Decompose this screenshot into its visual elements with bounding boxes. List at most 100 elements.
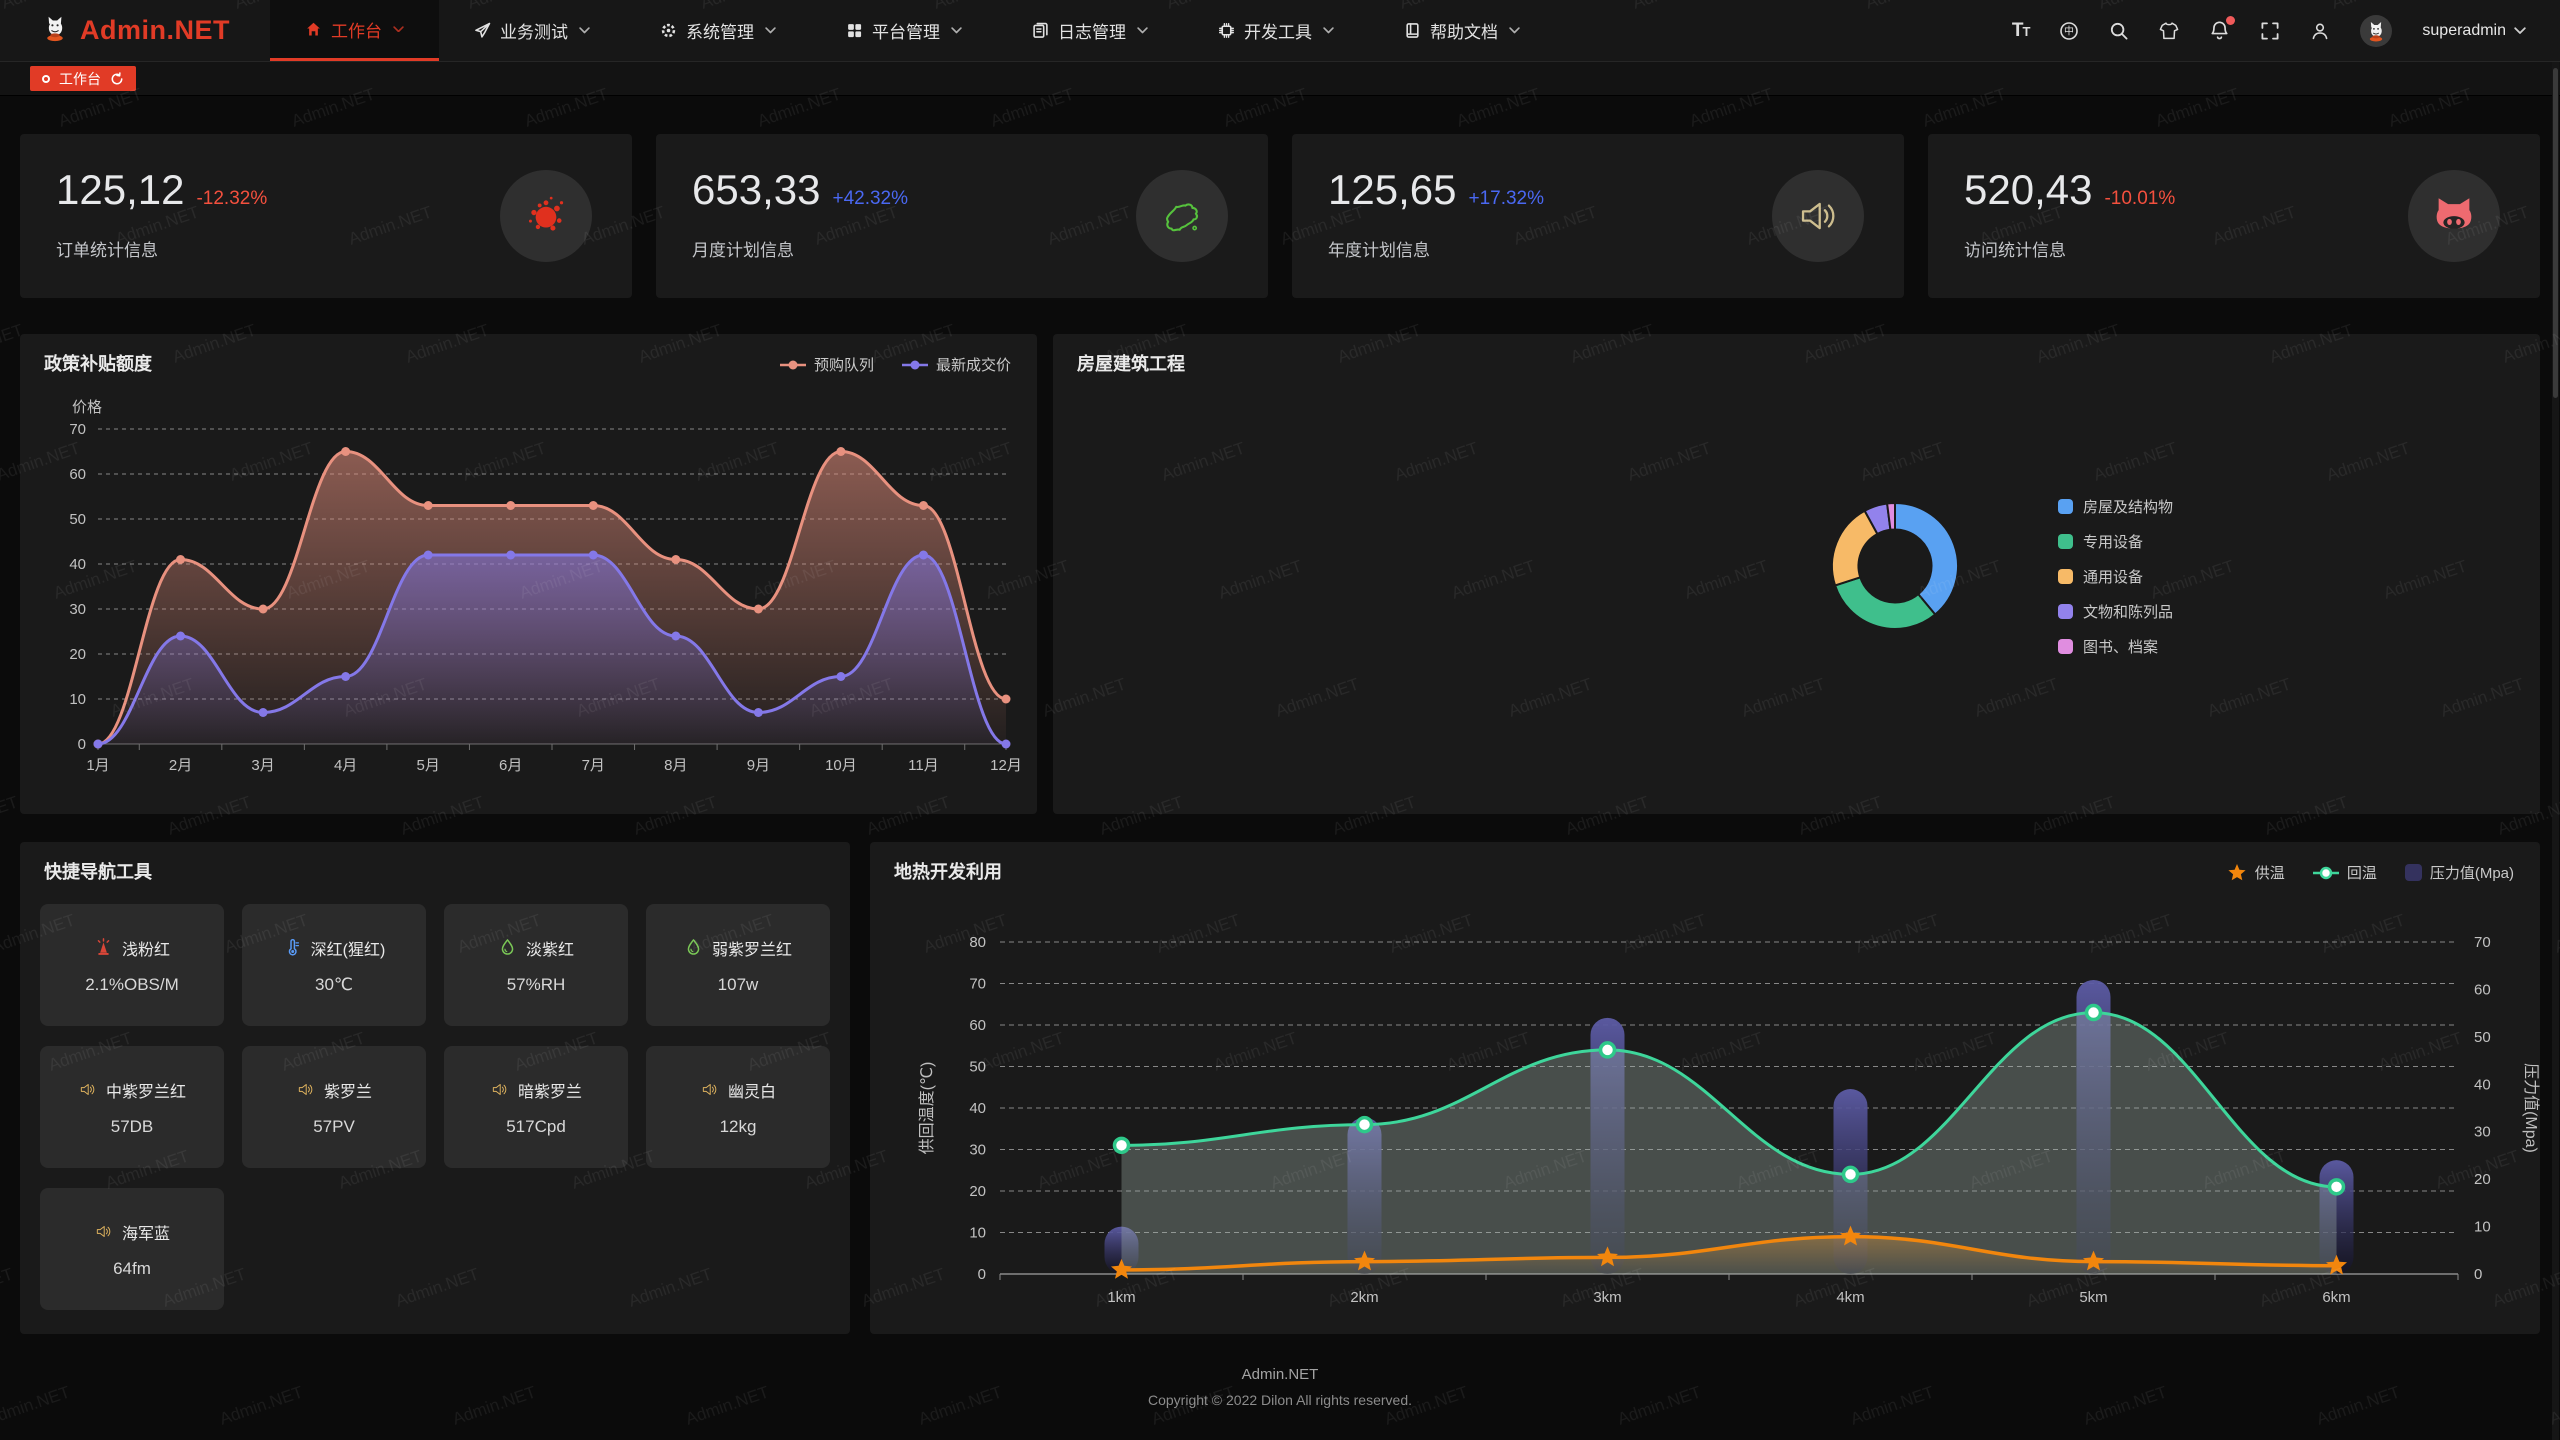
menu-item-label: 工作台 xyxy=(331,21,382,41)
policy-subsidy-chart[interactable]: 0 10 20 30 40 50 60 70 价格 1月 2月 3月 4月 5月 6月 7月 8月 9月 10月 11… xyxy=(20,334,1037,814)
legend-item-回温[interactable]: 回温 xyxy=(2312,862,2377,883)
beacon-icon xyxy=(94,938,113,957)
svg-text:60: 60 xyxy=(969,1017,986,1034)
legend-item-最新成交价[interactable]: 最新成交价 xyxy=(901,354,1011,375)
refresh-icon[interactable] xyxy=(110,71,124,86)
brand-logo[interactable]: Admin.NET xyxy=(0,0,270,61)
stat-value: 125,12 xyxy=(56,166,185,213)
china-map-icon xyxy=(1136,170,1228,262)
legend-item-压力值(Mpa)[interactable]: 压力值(Mpa) xyxy=(2404,862,2514,883)
svg-text:3月: 3月 xyxy=(251,757,274,774)
menu-item-业务测试[interactable]: 业务测试 xyxy=(439,0,625,61)
legend-swatch xyxy=(2058,604,2073,619)
quick-card-淡紫红[interactable]: 淡紫红 57%RH xyxy=(444,904,628,1026)
notification-bell-icon[interactable] xyxy=(2209,16,2236,41)
quick-card-value: 57DB xyxy=(110,1116,154,1136)
chevron-down-icon xyxy=(393,25,404,33)
legend-label: 最新成交价 xyxy=(935,357,1011,374)
theme-icon[interactable] xyxy=(2159,21,2179,41)
line-legend-marker xyxy=(901,360,928,369)
svg-text:供回温度(℃): 供回温度(℃) xyxy=(918,1062,936,1155)
svg-text:10: 10 xyxy=(2474,1219,2491,1236)
quick-card-title: 弱紫罗兰红 xyxy=(684,936,792,960)
quick-card-name: 深红(猩红) xyxy=(310,941,386,959)
quick-card-暗紫罗兰[interactable]: 暗紫罗兰 517Cpd xyxy=(444,1046,628,1168)
main-menu: 工作台 业务测试 系统管理 平台管理 日志管理 开发工具 帮助文档 xyxy=(270,0,1555,61)
speaker-icon xyxy=(78,1080,97,1099)
line-legend-marker xyxy=(779,360,806,369)
svg-text:10: 10 xyxy=(69,691,86,708)
stat-line: 125,65 +17.32% xyxy=(1328,166,1868,214)
quick-card-深红(猩红)[interactable]: 深红(猩红) 30℃ xyxy=(242,904,426,1026)
svg-text:3km: 3km xyxy=(1593,1289,1621,1306)
brand-name: Admin.NET xyxy=(80,15,230,45)
quick-card-海军蓝[interactable]: 海军蓝 64fm xyxy=(40,1188,224,1310)
stat-card-月度计划信息: 653,33 +42.32% 月度计划信息 xyxy=(656,134,1268,298)
legend-item-图书、档案[interactable]: 图书、档案 xyxy=(2058,636,2173,657)
menu-item-日志管理[interactable]: 日志管理 xyxy=(997,0,1183,61)
quick-card-弱紫罗兰红[interactable]: 弱紫罗兰红 107w xyxy=(646,904,830,1026)
menu-item-平台管理[interactable]: 平台管理 xyxy=(811,0,997,61)
stat-delta: +17.32% xyxy=(1468,188,1545,209)
stat-value: 125,65 xyxy=(1328,166,1457,213)
menu-item-帮助文档[interactable]: 帮助文档 xyxy=(1369,0,1555,61)
fullscreen-icon[interactable] xyxy=(2260,21,2280,41)
menu-item-工作台[interactable]: 工作台 xyxy=(270,0,439,61)
page-scrollbar[interactable] xyxy=(2552,62,2559,1440)
svg-text:11月: 11月 xyxy=(908,757,939,774)
tab-workbench[interactable]: 工作台 xyxy=(30,66,136,91)
geothermal-chart[interactable]: 0 10 20 30 40 50 60 70 80 0 10 20 30 40 50 60 70 供回温度(℃) 压… xyxy=(870,842,2540,1334)
svg-text:2km: 2km xyxy=(1350,1289,1378,1306)
username: superadmin xyxy=(2422,21,2506,39)
legend-item-通用设备[interactable]: 通用设备 xyxy=(2058,566,2173,587)
legend-item-专用设备[interactable]: 专用设备 xyxy=(2058,531,2173,552)
svg-text:20: 20 xyxy=(969,1183,986,1200)
svg-text:40: 40 xyxy=(69,556,86,573)
legend-item-预购队列[interactable]: 预购队列 xyxy=(779,354,874,375)
speaker-icon xyxy=(490,1080,509,1099)
legend-label: 供温 xyxy=(2254,865,2285,882)
quick-card-title: 紫罗兰 xyxy=(296,1078,372,1102)
svg-text:5km: 5km xyxy=(2079,1289,2107,1306)
svg-text:9月: 9月 xyxy=(747,757,770,774)
building-project-donut[interactable] xyxy=(1053,334,2540,814)
chevron-down-icon xyxy=(1323,27,1334,34)
language-icon[interactable]: 中 xyxy=(2059,21,2079,41)
legend-item-房屋及结构物[interactable]: 房屋及结构物 xyxy=(2058,496,2173,517)
quick-card-紫罗兰[interactable]: 紫罗兰 57PV xyxy=(242,1046,426,1168)
line-legend-marker xyxy=(2312,866,2339,879)
quick-card-幽灵白[interactable]: 幽灵白 12kg xyxy=(646,1046,830,1168)
quick-nav-grid: 浅粉红 2.1%OBS/M 深红(猩红) 30℃ 淡紫红 57%RH 弱紫罗兰红 10… xyxy=(40,904,830,1310)
svg-text:50: 50 xyxy=(969,1059,986,1076)
legend-item-文物和陈列品[interactable]: 文物和陈列品 xyxy=(2058,601,2173,622)
font-size-icon[interactable]: TT xyxy=(2012,20,2031,42)
log-icon xyxy=(1032,22,1049,39)
chevron-down-icon xyxy=(1137,27,1148,34)
profile-icon[interactable] xyxy=(2310,21,2330,41)
legend-item-供温[interactable]: 供温 xyxy=(2227,862,2285,883)
svg-text:8月: 8月 xyxy=(664,757,687,774)
quick-card-中紫罗兰红[interactable]: 中紫罗兰红 57DB xyxy=(40,1046,224,1168)
svg-text:4月: 4月 xyxy=(334,757,357,774)
menu-item-开发工具[interactable]: 开发工具 xyxy=(1183,0,1369,61)
avatar[interactable] xyxy=(2360,14,2393,47)
svg-text:20: 20 xyxy=(69,646,86,663)
search-icon[interactable] xyxy=(2109,21,2129,41)
scrollbar-thumb[interactable] xyxy=(2553,68,2558,398)
stat-line: 653,33 +42.32% xyxy=(692,166,1232,214)
svg-text:价格: 价格 xyxy=(72,399,102,416)
stat-card-访问统计信息: 520,43 -10.01% 访问统计信息 xyxy=(1928,134,2540,298)
menu-item-label: 开发工具 xyxy=(1244,23,1312,42)
menu-item-label: 平台管理 xyxy=(872,23,940,42)
geothermal-legend: 供温 回温 压力值(Mpa) xyxy=(2227,862,2514,883)
svg-text:30: 30 xyxy=(69,601,86,618)
page-content: 125,12 -12.32% 订单统计信息 653,33 +42.32% 月度计… xyxy=(0,134,2560,1408)
stat-label: 年度计划信息 xyxy=(1328,241,1430,260)
quick-card-浅粉红[interactable]: 浅粉红 2.1%OBS/M xyxy=(40,904,224,1026)
quick-card-name: 弱紫罗兰红 xyxy=(711,941,792,959)
legend-label: 回温 xyxy=(2346,865,2377,882)
menu-item-系统管理[interactable]: 系统管理 xyxy=(625,0,811,61)
user-menu[interactable]: superadmin xyxy=(2422,22,2526,40)
splatter-icon xyxy=(500,170,592,262)
chevron-down-icon xyxy=(951,27,962,34)
